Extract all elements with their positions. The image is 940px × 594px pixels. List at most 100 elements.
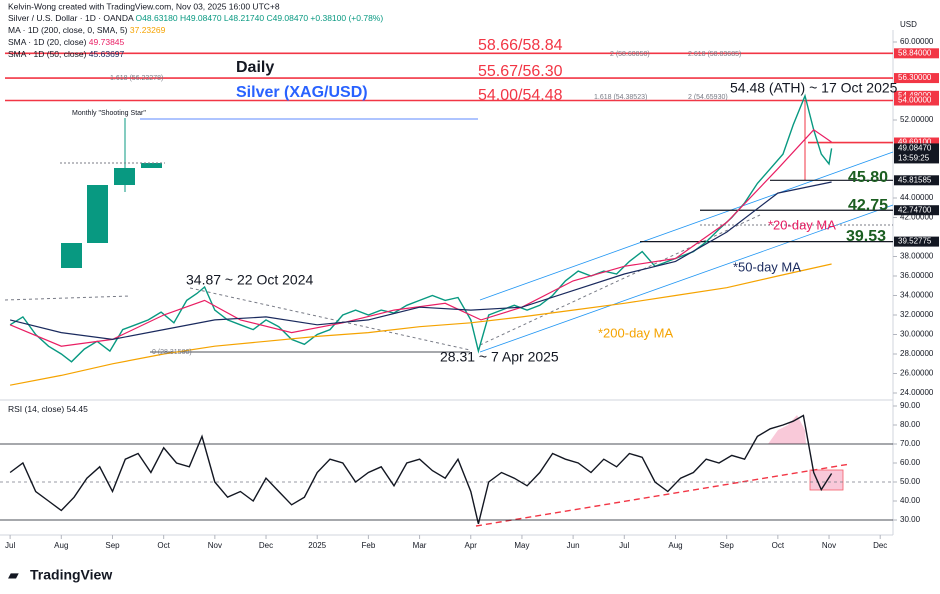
logo: TradingView [30,567,112,583]
credit: Kelvin-Wong created with TradingView.com… [8,1,280,11]
annotation: 54.00/54.48 [478,87,563,104]
y-tick-label: 34.00000 [900,291,934,300]
price-label: 54.48000 [898,91,932,100]
y-tick-label: 80.00 [900,420,921,429]
price-label: 56.30000 [898,73,932,82]
legend-value: 49.73845 [89,37,125,47]
x-tick-label: Oct [772,541,785,550]
drawings [4,100,894,353]
price-label-box [894,143,939,164]
currency: USD [900,20,917,29]
legend-entry: SMA · 1D (50, close) 45.63697 [8,49,125,59]
annotation: Monthly "Shooting Star" [72,110,146,117]
x-tick-label: Apr [465,541,478,550]
instrument-legend: Silver / U.S. Dollar · 1D · OANDA O48.63… [8,13,383,23]
x-tick-label: Aug [54,541,68,550]
price-label: 49.69100 [898,138,932,147]
y-tick-label: 60.00000 [900,37,934,46]
ohlc: O48.63180 H49.08470 L48.21740 C49.08470 … [136,13,384,23]
legend-name: SMA · 1D (50, close) [8,49,87,59]
x-tick-label: Jul [619,541,629,550]
price-label: 58.84000 [898,48,932,57]
instrument-title: Silver / U.S. Dollar · 1D · OANDA [8,13,134,23]
x-tick-label: Oct [157,541,170,550]
x-tick-label: Mar [413,541,427,550]
annotation: 42.75 [848,197,888,214]
x-tick-label: Jun [567,541,580,550]
legend-entry: SMA · 1D (20, close) 49.73845 [8,37,125,47]
y-tick-label: 50.00 [900,477,921,486]
annotation: 45.80 [848,169,888,186]
y-tick-label: 38.00000 [900,252,934,261]
x-tick-label: Nov [822,541,836,550]
annotation: 58.66/58.84 [478,37,563,54]
series-line [9,129,832,347]
price-label-box [894,175,939,186]
y-tick-label: 44.00000 [900,193,934,202]
header: Kelvin-Wong created with TradingView.com… [8,1,917,582]
price-label: 39.52775 [898,237,932,246]
price-label: 42.74700 [898,205,932,214]
price-label: 54.00000 [898,96,932,105]
price-label-box [894,137,939,148]
x-tick-label: Jul [5,541,15,550]
x-tick-label: May [514,541,529,550]
legend-value: 37.23269 [130,25,166,35]
price-label: 49.08470 [898,144,932,153]
series-line [9,93,833,363]
annotation: 1.618 (56.23278) [110,75,163,82]
x-tick-label: Dec [259,541,273,550]
x-tick-label: 2025 [308,541,326,550]
rsi-drawings [475,415,851,527]
y-tick-label: 30.00000 [900,330,934,339]
series-line [9,414,833,524]
y-tick-label: 40.00 [900,496,921,505]
y-tick-label: 32.00000 [900,310,934,319]
logo-mark: ▰ [8,567,19,583]
price-label-box [894,236,939,247]
annotation: *50-day MA [733,259,801,274]
annotation: 54.48 (ATH) ~ 17 Oct 2025 [730,80,898,96]
annotation: 28.31 ~ 7 Apr 2025 [440,349,559,365]
x-tick-label: Aug [668,541,682,550]
annotation: 2 (58.60850) [610,51,650,58]
legend-name: MA · 1D (200, close, 0, SMA, 5) [8,25,128,35]
y-tick-label: 42.00000 [900,213,934,222]
x-tick-label: Feb [361,541,375,550]
countdown: 13:59:25 [898,154,930,163]
annotation: 0 (28.31500) [152,349,192,356]
x-tick-label: Sep [720,541,735,550]
y-tick-label: 28.00000 [900,349,934,358]
x-tick-label: Sep [105,541,120,550]
series-line [9,181,832,341]
annotation: Daily [236,59,274,76]
price-label-box [894,48,939,59]
annotation: *200-day MA [598,325,673,340]
y-tick-label: 90.00 [900,401,921,410]
annotation: 39.53 [846,228,886,245]
y-tick-label: 30.00 [900,515,921,524]
legend-entry: RSI (14, close) 54.45 [8,404,88,414]
y-tick-label: 70.00 [900,439,921,448]
price-label-box [894,73,939,84]
y-tick-label: 60.00 [900,458,921,467]
y-tick-label: 52.00000 [900,115,934,124]
y-tick-label: 36.00000 [900,271,934,280]
price-label-box [894,205,939,216]
x-tick-label: Nov [208,541,222,550]
series-line [9,263,832,386]
legend-value: 54.45 [67,404,89,414]
price-label: 45.81585 [898,175,932,184]
monthly-candles [60,118,165,268]
y-tick-label: 24.00000 [900,388,934,397]
price-label-box [894,95,939,106]
annotation: Silver (XAG/USD) [236,84,368,101]
legend-name: SMA · 1D (20, close) [8,37,87,47]
legend-entry: MA · 1D (200, close, 0, SMA, 5) 37.23269 [8,25,166,35]
annotation: 1.618 (54.38523) [594,94,647,101]
y-tick-label: 26.00000 [900,369,934,378]
legend-value: 45.63697 [89,49,125,59]
annotation: *20-day MA [768,217,836,232]
